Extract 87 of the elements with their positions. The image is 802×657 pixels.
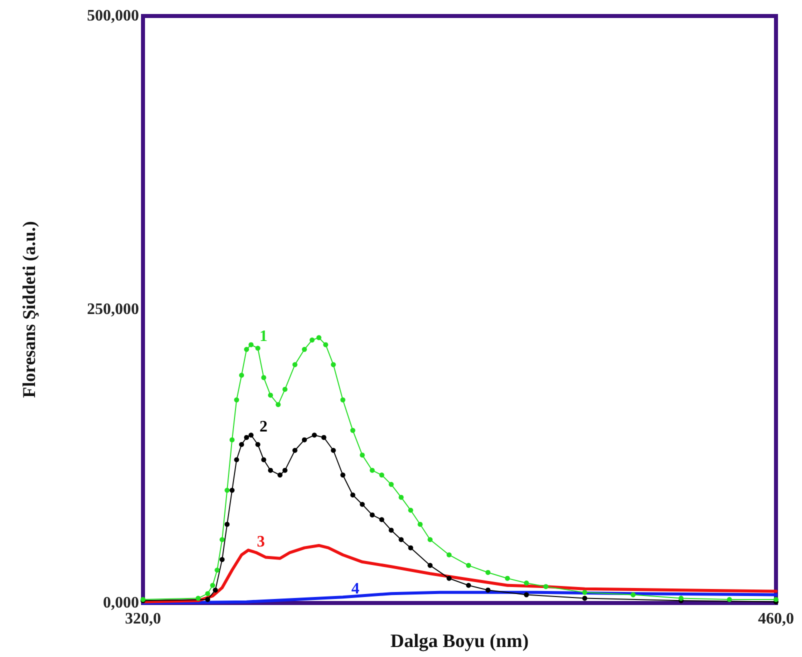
point: [268, 468, 274, 473]
x-tick-label: 320,0: [125, 610, 161, 628]
point: [255, 346, 260, 351]
point: [244, 434, 250, 440]
point: [261, 375, 266, 380]
point: [388, 528, 394, 533]
point: [268, 392, 274, 398]
point: [388, 482, 394, 487]
point: [196, 596, 201, 601]
y-axis-title: Floresans Şiddeti (a.u.): [19, 221, 39, 398]
point: [446, 552, 452, 558]
point: [408, 508, 414, 513]
point: [726, 596, 732, 602]
point: [504, 576, 510, 581]
point: [220, 557, 225, 562]
point: [234, 457, 240, 462]
point: [234, 397, 240, 402]
point: [261, 457, 266, 462]
point: [224, 522, 230, 527]
point: [379, 472, 384, 478]
point: [466, 582, 472, 588]
point: [485, 588, 490, 593]
point: [220, 537, 225, 542]
point: [630, 592, 636, 598]
point: [323, 342, 328, 348]
point: [239, 442, 244, 448]
point: [278, 472, 282, 478]
point: [292, 362, 298, 368]
point: [398, 537, 404, 542]
point: [321, 434, 326, 440]
point: [466, 562, 472, 568]
point: [428, 562, 433, 568]
point: [446, 576, 452, 581]
point: [210, 582, 216, 588]
series-label: 4: [351, 580, 360, 598]
point: [282, 386, 288, 392]
point: [302, 346, 307, 352]
point: [582, 596, 588, 601]
point: [360, 452, 365, 458]
point: [678, 596, 684, 601]
point: [214, 568, 220, 573]
y-tick-label: 0,000: [103, 594, 139, 612]
point: [524, 592, 529, 598]
point: [230, 488, 235, 493]
point: [340, 397, 346, 402]
point: [255, 442, 260, 448]
point: [543, 584, 548, 590]
point: [370, 512, 375, 518]
series-label: 3: [256, 534, 265, 551]
point: [418, 522, 423, 527]
point: [205, 596, 210, 602]
point: [312, 432, 317, 438]
series-label: 1: [260, 328, 268, 346]
point: [248, 432, 254, 438]
point: [360, 502, 365, 507]
y-tick-label: 250,000: [87, 301, 139, 318]
point: [310, 338, 315, 343]
point: [485, 570, 490, 575]
point: [224, 488, 230, 493]
y-tick-label: 500,000: [87, 8, 139, 24]
point: [205, 591, 210, 596]
point: [582, 590, 588, 595]
point: [774, 596, 778, 602]
point: [350, 428, 356, 433]
point: [302, 437, 307, 442]
x-axis-title: Dalga Boyu (nm): [390, 630, 529, 652]
point: [330, 362, 336, 368]
point: [524, 580, 529, 586]
point: [230, 437, 235, 442]
point: [239, 372, 244, 378]
point: [248, 342, 254, 348]
point: [379, 517, 384, 522]
point: [292, 448, 298, 453]
point: [350, 492, 356, 498]
point: [428, 537, 433, 542]
point: [408, 545, 414, 550]
point: [316, 335, 322, 340]
point: [370, 468, 375, 473]
point: [212, 588, 218, 593]
point: [398, 494, 404, 500]
point: [330, 448, 336, 453]
x-tick-label: 460,0: [758, 610, 794, 628]
series-label: 2: [260, 418, 268, 436]
point: [282, 468, 288, 473]
point: [244, 346, 250, 352]
point: [340, 472, 346, 478]
point: [276, 402, 281, 408]
